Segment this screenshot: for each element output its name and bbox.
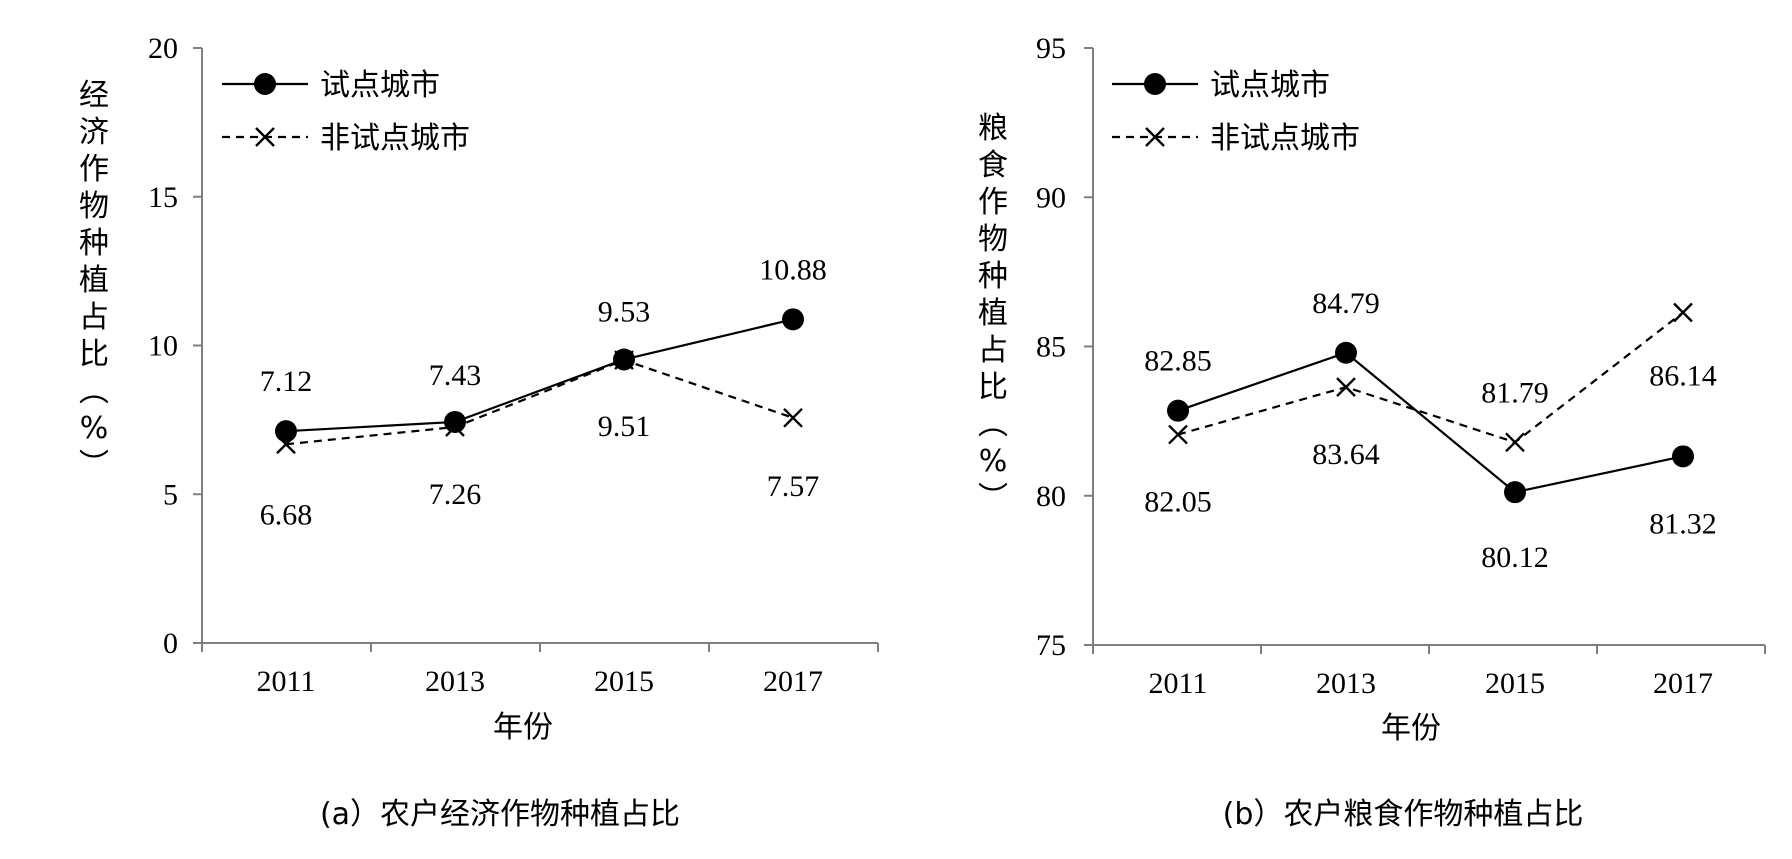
chartb-legend-label: 非试点城市 <box>1210 121 1360 156</box>
chartb-x-tick-label: 2015 <box>1485 667 1545 700</box>
charta-y-axis-title-char: 占 <box>79 300 109 335</box>
chartb-y-axis-title-char: ︵ <box>978 407 1008 442</box>
chartb-y-axis-title-char: 植 <box>978 296 1008 331</box>
charta-y-axis-title-char: ︵ <box>79 374 109 409</box>
chartb-point-nonpilot <box>1336 377 1356 397</box>
chartb-data-label-nonpilot: 83.64 <box>1312 438 1380 471</box>
charta-legend-marker <box>254 73 276 95</box>
chartb-point-pilot <box>1672 445 1694 468</box>
chartb-data-label-pilot: 82.85 <box>1144 345 1212 378</box>
chartb-y-tick-label: 95 <box>1036 32 1066 65</box>
chartb-caption: (b）农户粮食作物种植占比 <box>1223 797 1584 832</box>
charta-data-label-pilot: 7.43 <box>429 359 482 392</box>
charta-y-tick-label: 20 <box>148 32 178 65</box>
chartb-point-nonpilot <box>1168 424 1188 445</box>
charta-data-label-nonpilot: 6.68 <box>260 498 313 531</box>
charta-legend-marker <box>255 127 275 147</box>
chartb-y-axis-title-char: 作 <box>978 185 1008 220</box>
chartb-y-axis-title-char: ︶ <box>978 481 1008 516</box>
chartb-y-tick-label: 75 <box>1036 629 1066 662</box>
chartb-point-pilot <box>1167 399 1189 422</box>
charta-series-nonpilot-line <box>285 358 794 446</box>
charta-point-nonpilot <box>276 434 296 455</box>
chartb-data-label-nonpilot: 81.79 <box>1481 376 1549 409</box>
chartb-y-tick-label: 90 <box>1036 181 1066 214</box>
chartb-y-axis-title-char: 粮 <box>978 111 1008 146</box>
chartb-x-axis-title: 年份 <box>1381 711 1441 746</box>
chartb-y-axis-title: 粮食作物种植占比︵% ︶ <box>978 111 1008 516</box>
charta-x-tick-label: 2011 <box>257 665 316 698</box>
chartb-data-label-nonpilot: 86.14 <box>1649 359 1717 392</box>
charta-x-tick-label: 2015 <box>594 665 654 698</box>
charta-y-axis-title: 经济作物种植占比︵% ︶ <box>79 78 109 483</box>
chartb-data-label-nonpilot: 82.05 <box>1144 486 1212 519</box>
charta-y-axis-title-char: 济 <box>79 115 109 150</box>
charta-data-label-pilot: 9.53 <box>598 295 651 328</box>
charta-caption: (a）农户经济作物种植占比 <box>320 797 680 832</box>
charta-point-pilot <box>275 420 297 443</box>
charta-x-tick-label: 2017 <box>763 665 823 698</box>
chartb-legend-marker <box>1145 127 1165 147</box>
chartb-y-axis-title-char: 比 <box>978 370 1008 405</box>
charta-point-nonpilot <box>445 417 465 437</box>
charta-y-axis-title-char: % <box>80 411 109 446</box>
charta-legend-label: 试点城市 <box>320 68 440 103</box>
charta-y-tick-label: 15 <box>148 181 178 214</box>
charta-point-pilot <box>444 410 466 433</box>
charta-y-axis-title-char: 植 <box>79 263 109 298</box>
charta-y-axis-title-char: 比 <box>79 337 109 372</box>
charta-data-label-nonpilot: 9.51 <box>598 410 651 443</box>
chartb-y-axis-title-char: 食 <box>978 148 1008 183</box>
charta-y-axis-title-char: 物 <box>79 189 109 224</box>
charta-data-label-nonpilot: 7.57 <box>767 470 820 503</box>
chartb-data-label-pilot: 84.79 <box>1312 287 1380 320</box>
charta-y-tick-label: 0 <box>163 627 178 660</box>
charta-y-axis-title-char: 作 <box>79 152 109 187</box>
chartb-data-label-pilot: 80.12 <box>1481 541 1549 574</box>
chartb-point-pilot <box>1335 341 1357 364</box>
charta-series-pilot-line <box>285 318 794 433</box>
charta-legend-label: 非试点城市 <box>320 121 470 156</box>
charta-x-axis-title: 年份 <box>493 710 553 745</box>
charta-y-axis-title-char: ︶ <box>79 448 109 483</box>
chartb-legend-marker <box>1144 73 1166 95</box>
chartb-x-tick-label: 2017 <box>1653 667 1713 700</box>
chartb-x-tick-label: 2013 <box>1316 667 1376 700</box>
chartb-y-axis-title-char: 占 <box>978 333 1008 368</box>
chartb-point-nonpilot <box>1673 302 1693 323</box>
charta-y-tick-label: 5 <box>163 478 178 511</box>
charta-point-nonpilot <box>614 350 634 370</box>
charta-data-label-nonpilot: 7.26 <box>429 478 482 511</box>
charta-data-label-pilot: 10.88 <box>759 253 827 286</box>
charta-y-axis-title-char: 种 <box>79 226 109 261</box>
chartb-x-tick-label: 2011 <box>1149 667 1208 700</box>
chartb-series-nonpilot-line <box>1177 311 1684 444</box>
charta-data-label-pilot: 7.12 <box>260 365 313 398</box>
charta-point-nonpilot <box>783 407 803 428</box>
charta-y-tick-label: 10 <box>148 330 178 363</box>
chartb-y-axis-title-char: 物 <box>978 222 1008 257</box>
charta-x-tick-label: 2013 <box>425 665 485 698</box>
chartb-series-pilot-line <box>1177 351 1684 494</box>
chartb-data-label-pilot: 81.32 <box>1649 507 1717 540</box>
charta-y-axis-title-char: 经 <box>79 78 109 113</box>
chartb-y-axis-title-char: 种 <box>978 259 1008 294</box>
chartb-y-tick-label: 85 <box>1036 331 1066 364</box>
chartb-point-pilot <box>1504 481 1526 504</box>
charta-point-pilot <box>782 308 804 331</box>
chartb-y-tick-label: 80 <box>1036 480 1066 513</box>
chartb-y-axis-title-char: % <box>979 444 1008 479</box>
chartb-legend-label: 试点城市 <box>1210 68 1330 103</box>
chartb-point-nonpilot <box>1505 432 1525 453</box>
